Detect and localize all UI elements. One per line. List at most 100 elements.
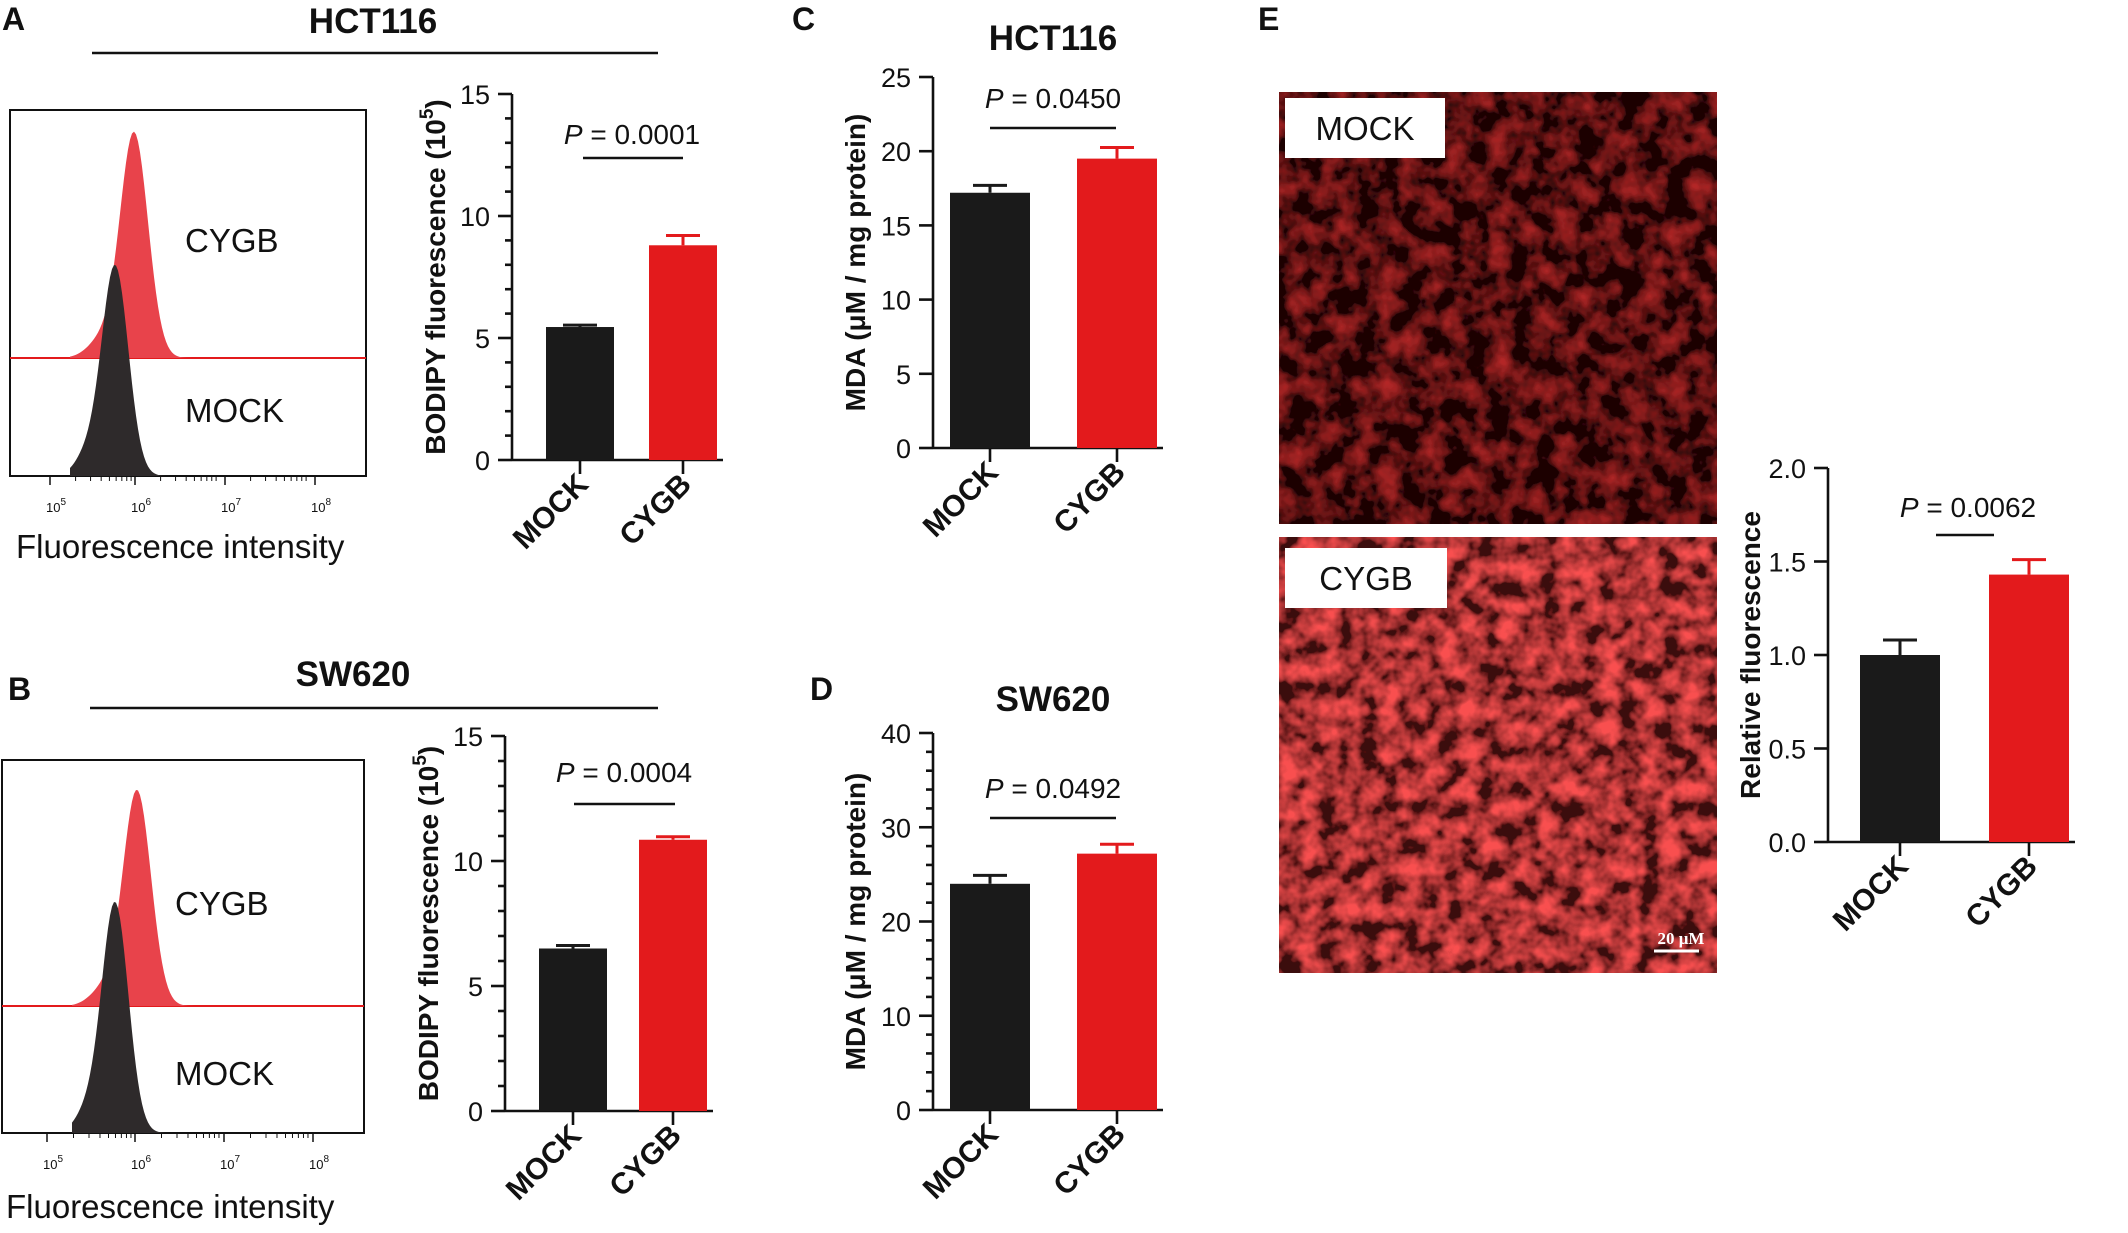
histogram-a-x-ticks: 105 106 107 108 [46,476,331,515]
x-tick-label-mock: MOCK [1827,849,1915,937]
x-tick-label-cygb: CYGB [613,468,698,553]
y-tick-label: 20 [881,908,911,938]
x-tick-label-cygb: CYGB [1959,850,2044,935]
micrograph-cygb-image [1279,537,1717,973]
bar-chart-e: 0.0 0.5 1.0 1.5 2.0 MOCK CYGB Relative fluoresc… [1735,454,2075,938]
histogram-x-tick-label: 108 [311,497,331,515]
y-tick-label: 5 [475,324,490,354]
bar-chart-d: 0 10 20 30 40 MOCK CYGB MDA (μM / mg protein) P … [840,719,1163,1206]
panel-d: D SW620 0 10 20 30 40 MOCK CYGB MDA (μM / mg pr… [810,671,1163,1206]
histogram-a-mock-peak [70,265,220,476]
y-tick-label: 1.0 [1768,641,1806,671]
p-value-label: P = 0.0492 [985,773,1121,804]
bar-chart-b: 0 5 10 15 MOCK CYGB BODIPY fluorescence (105) P… [410,722,713,1207]
scale-bar-label: 20 μM [1658,929,1705,948]
histogram-x-tick-label: 106 [131,497,151,515]
y-tick-label: 0.0 [1768,828,1806,858]
p-value-label: P = 0.0004 [556,757,692,788]
histogram-b-x-title: Fluorescence intensity [6,1188,335,1225]
y-axis-title: MDA (μM / mg protein) [840,773,871,1071]
x-tick-label-cygb: CYGB [1047,456,1132,541]
y-axis-title: BODIPY fluorescence (105) [410,746,444,1102]
panel-letter-c: C [792,1,815,37]
micrograph-mock: MOCK [1279,92,1717,524]
y-tick-label: 40 [881,719,911,749]
histogram-a: CYGB MOCK 105 106 107 108 Fluorescence inte… [9,109,367,565]
histogram-b-x-ticks: 105 106 107 108 [43,1133,329,1172]
bar-cygb [649,245,717,460]
bar-mock [546,327,614,460]
y-tick-label: 5 [468,972,483,1002]
micrograph-mock-label: MOCK [1316,110,1415,147]
panel-letter-a: A [2,1,25,37]
panel-letter-e: E [1258,1,1279,37]
y-tick-label: 15 [460,80,490,110]
micrograph-mock-label-box [1285,98,1445,158]
micrograph-cygb-label: CYGB [1319,560,1413,597]
histogram-a-cygb-peak [70,131,220,358]
bar-cygb [639,839,707,1111]
micrograph-mock-image [1279,92,1717,524]
histogram-b-mock-label: MOCK [175,1055,274,1092]
p-value-label: P = 0.0001 [564,119,700,150]
histogram-b-cygb-peak [72,789,222,1006]
panel-d-title: SW620 [996,680,1111,719]
histogram-x-tick-label: 106 [131,1154,151,1172]
y-tick-label: 10 [453,847,483,877]
panel-letter-d: D [810,671,833,707]
y-tick-label: 0.5 [1768,735,1806,765]
y-tick-label: 0 [896,1096,911,1126]
micrograph-cygb-label-box [1285,548,1447,608]
y-tick-label: 25 [881,63,911,93]
bar-cygb [1077,158,1157,448]
panel-c-title: HCT116 [989,19,1117,58]
panel-e: E MOCK CYGB 20 μM 0.0 0.5 1.0 1.5 2.0 MOCK CYG… [1258,1,2075,973]
x-tick-label-mock: MOCK [500,1118,588,1206]
y-axis-title: MDA (μM / mg protein) [840,114,871,412]
bar-mock [1860,655,1940,842]
y-axis-title: BODIPY fluorescence (105) [417,99,451,455]
bar-cygb [1989,574,2069,842]
bar-chart-c: 0 5 10 15 20 25 MOCK CYGB MDA (μM / mg protein) P… [840,63,1163,544]
y-tick-label: 10 [881,1002,911,1032]
histogram-b-cygb-label: CYGB [175,885,269,922]
panel-a: A HCT116 CYGB MOCK 105 106 107 108 Fluoresc… [2,1,723,565]
histogram-b-mock-peak [72,902,222,1133]
x-tick-label-mock: MOCK [507,467,595,555]
bar-mock [950,883,1030,1110]
y-tick-label: 10 [460,202,490,232]
histogram-x-tick-label: 108 [309,1154,329,1172]
x-tick-label-cygb: CYGB [1047,1118,1132,1203]
bar-cygb [1077,853,1157,1110]
panel-b: B SW620 CYGB MOCK 105 106 107 108 Fluoresce… [1,655,713,1225]
histogram-b: CYGB MOCK 105 106 107 108 Fluorescence inte… [1,759,365,1225]
histogram-a-cygb-label: CYGB [185,222,279,259]
histogram-a-mock-label: MOCK [185,392,284,429]
p-value-label: P = 0.0450 [985,83,1121,114]
y-tick-label: 2.0 [1768,454,1806,484]
panel-letter-b: B [8,671,31,707]
y-tick-label: 15 [881,211,911,241]
bar-chart-a: 0 5 10 15 MOCK CYGB BODIPY fluorescence (105) P… [417,80,723,556]
panel-a-title: HCT116 [309,2,437,41]
micrograph-cygb: CYGB 20 μM [1279,537,1717,973]
y-tick-label: 0 [896,434,911,464]
y-tick-label: 0 [468,1097,483,1127]
x-tick-label-mock: MOCK [917,455,1005,543]
histogram-x-tick-label: 107 [221,497,241,515]
p-value-label: P = 0.0062 [1900,492,2036,523]
y-axis-title: Relative fluorescence [1735,511,1766,799]
histogram-x-tick-label: 105 [46,497,66,515]
x-tick-label-cygb: CYGB [603,1119,688,1204]
histogram-x-tick-label: 107 [220,1154,240,1172]
y-tick-label: 0 [475,446,490,476]
bar-mock [539,948,607,1111]
y-tick-label: 30 [881,813,911,843]
y-tick-label: 20 [881,137,911,167]
x-tick-label-mock: MOCK [917,1117,1005,1205]
bar-mock [950,192,1030,448]
y-tick-label: 1.5 [1768,548,1806,578]
histogram-a-x-title: Fluorescence intensity [16,528,345,565]
panel-c: C HCT116 0 5 10 15 20 25 MOCK CYGB MDA (μM / mg … [792,1,1163,544]
